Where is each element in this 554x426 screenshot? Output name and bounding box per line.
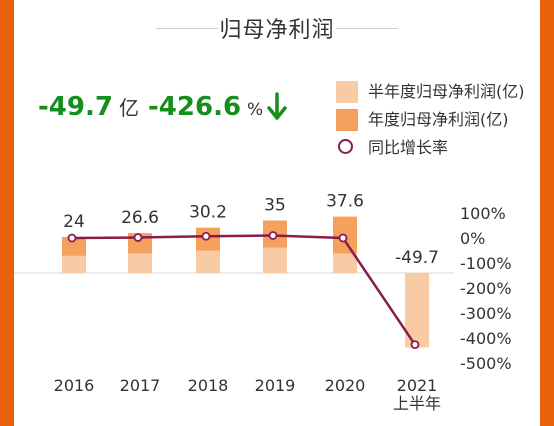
legend-marker-growth bbox=[338, 139, 353, 154]
y2-tick-label: 100% bbox=[460, 204, 506, 223]
x-tick-label: 2016 bbox=[54, 376, 95, 395]
growth-line bbox=[71, 234, 417, 346]
title-divider-right bbox=[336, 28, 398, 29]
growth-point bbox=[268, 231, 278, 240]
growth-point bbox=[410, 340, 420, 350]
y2-tick-label: 0% bbox=[460, 229, 485, 248]
growth-unit: % bbox=[247, 100, 264, 120]
half-year-bar bbox=[333, 253, 357, 273]
bar-value-label: 30.2 bbox=[189, 203, 227, 223]
growth-point bbox=[338, 233, 348, 243]
bar-value-label: -49.7 bbox=[395, 248, 439, 268]
bar-value-label: 37.6 bbox=[326, 192, 364, 212]
growth-kpi: -426.6 % bbox=[148, 92, 263, 132]
chart-card: 归母净利润 -49.7 亿 -426.6 % 半年度归母净利润(亿) 年度归母净… bbox=[14, 0, 540, 426]
profit-kpi: -49.7 亿 bbox=[38, 92, 139, 132]
title-bar: 归母净利润 bbox=[14, 10, 540, 46]
y2-tick-label: -400% bbox=[460, 329, 512, 348]
legend-swatch-annual bbox=[336, 109, 358, 131]
growth-point bbox=[67, 233, 77, 243]
bar-value-label: 26.6 bbox=[121, 208, 159, 228]
chart-title: 归母净利润 bbox=[219, 18, 335, 43]
x-tick-label: 2019 bbox=[255, 376, 296, 395]
legend-label-growth: 同比增长率 bbox=[368, 138, 449, 157]
down-arrow-icon bbox=[267, 92, 287, 120]
half-year-bar bbox=[62, 255, 86, 273]
y2-tick-label: -200% bbox=[460, 279, 512, 298]
x-tick-label: 2021 bbox=[397, 376, 438, 395]
bar-line-chart: 24 26.6 30.2 35 37.6 -49.7 100% 0% -100% -200% -30… bbox=[14, 192, 512, 413]
legend-swatch-half-year bbox=[336, 81, 358, 103]
x-tick-label: 2017 bbox=[120, 376, 161, 395]
profit-value: -49.7 bbox=[38, 92, 113, 122]
growth-point bbox=[201, 231, 211, 241]
bar-value-label: 35 bbox=[264, 196, 286, 216]
growth-point bbox=[133, 233, 143, 242]
legend-label-half-year: 半年度归母净利润(亿) bbox=[368, 82, 525, 101]
y2-tick-label: -300% bbox=[460, 304, 512, 323]
bar-value-label: 24 bbox=[63, 212, 85, 232]
title-divider-left bbox=[156, 28, 218, 29]
x-tick-label: 2020 bbox=[325, 376, 366, 395]
y2-tick-label: -500% bbox=[460, 354, 512, 373]
growth-value: -426.6 bbox=[148, 92, 242, 122]
half-year-bar bbox=[263, 247, 287, 273]
y2-tick-label: -100% bbox=[460, 254, 512, 273]
profit-unit: 亿 bbox=[118, 96, 139, 120]
x-tick-label: 2018 bbox=[188, 376, 229, 395]
half-year-bar bbox=[196, 250, 220, 273]
legend-label-annual: 年度归母净利润(亿) bbox=[368, 110, 509, 129]
x-tick-label: 上半年 bbox=[393, 394, 441, 413]
half-year-bar bbox=[128, 253, 152, 273]
